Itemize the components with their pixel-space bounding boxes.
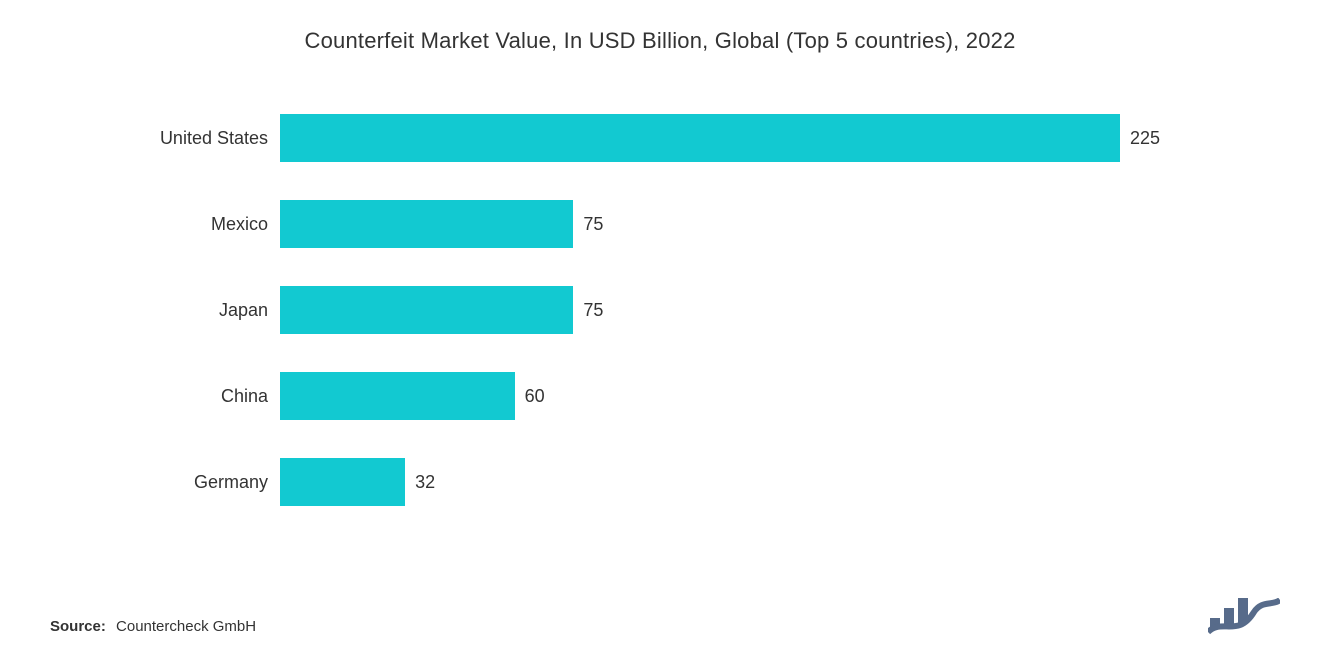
value-label: 75 (573, 214, 603, 235)
value-label: 60 (515, 386, 545, 407)
bar-row: Mexico 75 (50, 200, 1160, 248)
category-label: United States (50, 128, 280, 149)
source-label: Source: (50, 618, 106, 635)
bar (280, 114, 1120, 162)
chart-container: Counterfeit Market Value, In USD Billion… (0, 0, 1320, 665)
bar-row: Japan 75 (50, 286, 1160, 334)
bar-track: 32 (280, 458, 1160, 506)
bar-rows: United States 225 Mexico 75 Japan 75 Chi… (50, 114, 1270, 506)
bar-track: 225 (280, 114, 1160, 162)
brand-logo (1208, 598, 1280, 647)
value-label: 225 (1120, 128, 1160, 149)
bar-track: 60 (280, 372, 1160, 420)
bar-row: Germany 32 (50, 458, 1160, 506)
bar-row: United States 225 (50, 114, 1160, 162)
category-label: China (50, 386, 280, 407)
category-label: Mexico (50, 214, 280, 235)
bar-row: China 60 (50, 372, 1160, 420)
value-label: 32 (405, 472, 435, 493)
bar (280, 286, 573, 334)
value-label: 75 (573, 300, 603, 321)
bar-track: 75 (280, 200, 1160, 248)
source-footer: Source: Countercheck GmbH (50, 618, 256, 635)
bar (280, 458, 405, 506)
bar-track: 75 (280, 286, 1160, 334)
category-label: Germany (50, 472, 280, 493)
source-name: Countercheck GmbH (116, 618, 256, 635)
logo-icon (1208, 598, 1280, 642)
bar (280, 372, 515, 420)
chart-title: Counterfeit Market Value, In USD Billion… (50, 28, 1270, 54)
category-label: Japan (50, 300, 280, 321)
bar (280, 200, 573, 248)
